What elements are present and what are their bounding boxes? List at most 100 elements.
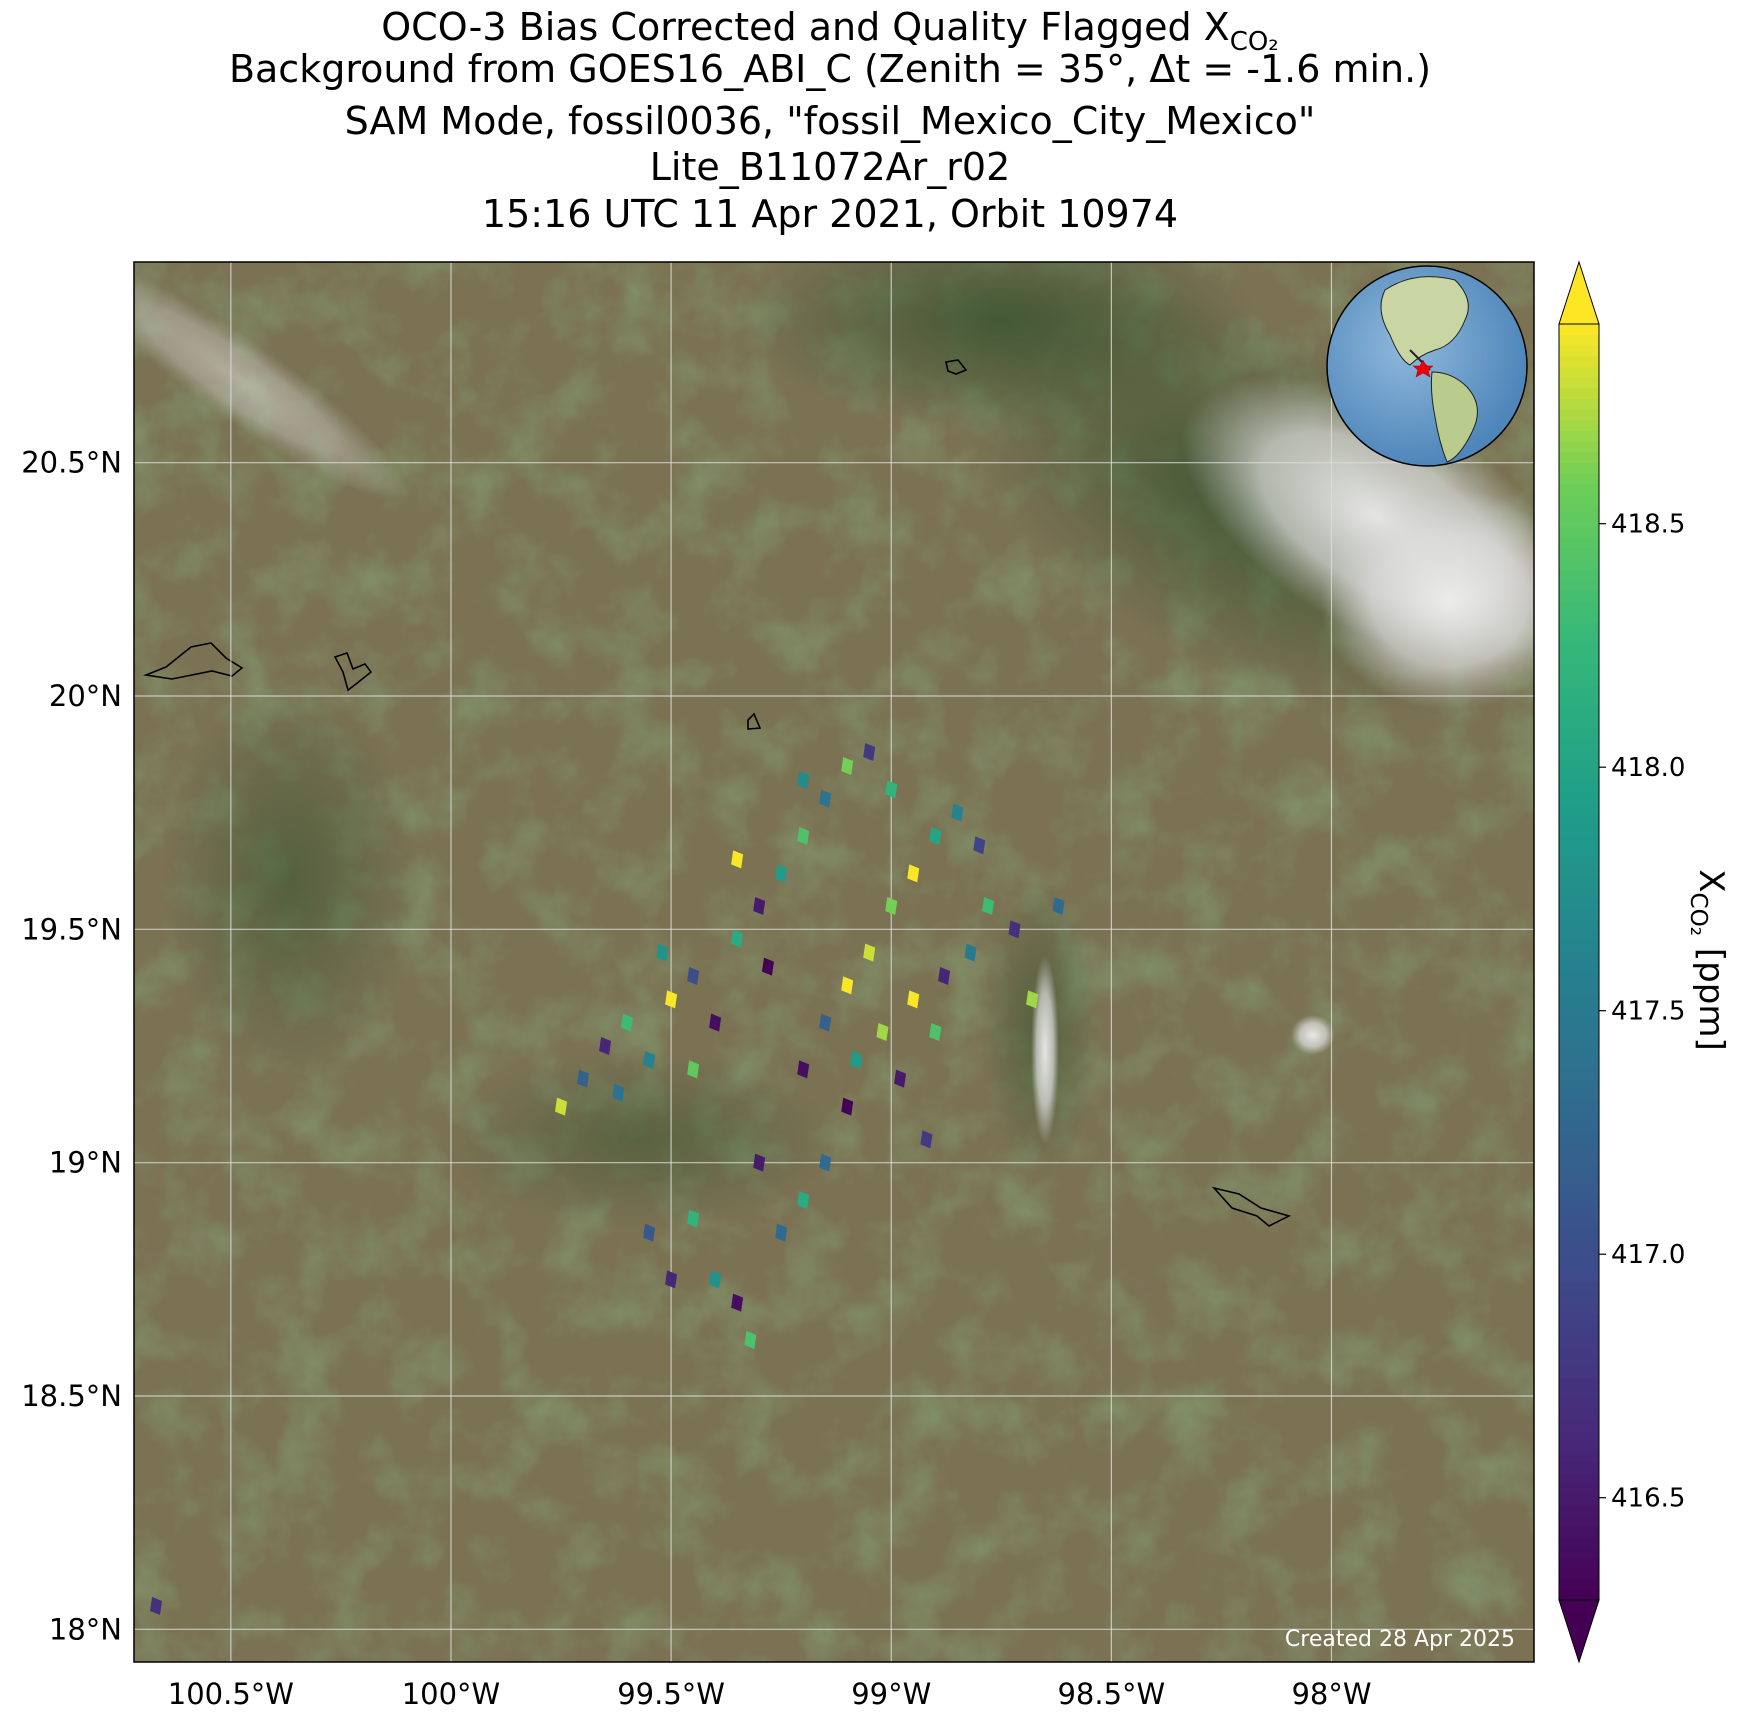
sounding <box>687 967 700 985</box>
sounding <box>709 1270 722 1289</box>
colorbar-swatch <box>1559 1504 1599 1516</box>
sounding <box>643 1051 656 1069</box>
sounding <box>841 1097 854 1116</box>
sounding <box>599 1037 612 1055</box>
sounding <box>907 990 920 1009</box>
y-tick-label: 18°N <box>49 1612 122 1646</box>
sounding <box>687 1060 700 1079</box>
colorbar-swatch <box>1559 887 1599 899</box>
sounding <box>1008 920 1021 939</box>
colorbar-swatch <box>1559 1366 1599 1378</box>
sounding <box>665 1270 678 1289</box>
subtitle: SAM Mode, fossil0036, "fossil_Mexico_Cit… <box>345 99 1316 143</box>
colorbar-swatch <box>1559 876 1599 889</box>
colorbar-swatch <box>1559 1259 1599 1271</box>
colorbar-swatch <box>1559 366 1599 378</box>
colorbar-swatch <box>1559 728 1599 740</box>
sounding <box>577 1069 590 1088</box>
subtitle: Background from GOES16_ABI_C (Zenith = 3… <box>229 47 1431 91</box>
colorbar-swatch <box>1559 1344 1599 1357</box>
colorbar-swatch <box>1559 579 1599 591</box>
colorbar-swatch <box>1559 653 1599 665</box>
sounding <box>982 897 995 915</box>
colorbar-swatch <box>1559 1483 1599 1495</box>
colorbar-swatch <box>1559 1206 1599 1218</box>
colorbar-swatch <box>1559 1238 1599 1250</box>
sounding <box>876 1023 889 1041</box>
colorbar-swatch <box>1559 1036 1599 1048</box>
sounding <box>894 1069 907 1088</box>
colorbar-swatch <box>1559 355 1599 368</box>
colorbar-swatch <box>1559 866 1599 878</box>
colorbar-swatch <box>1559 1164 1599 1176</box>
colorbar-swatch <box>1559 494 1599 506</box>
colorbar-swatch <box>1559 1153 1599 1165</box>
gridlines <box>134 262 1534 1662</box>
colorbar-swatch <box>1559 568 1599 580</box>
colorbar-tick-label: 416.5 <box>1611 1484 1685 1514</box>
sounding <box>819 1153 832 1172</box>
colorbar-swatch <box>1559 1249 1599 1261</box>
colorbar-swatch <box>1559 1121 1599 1133</box>
sounding <box>775 1223 788 1242</box>
colorbar-frame <box>1558 323 1600 1601</box>
sounding <box>885 780 898 799</box>
y-tick-label: 19.5°N <box>21 912 122 946</box>
colorbar-swatch <box>1559 526 1599 538</box>
colorbar-swatch <box>1559 1185 1599 1197</box>
x-tick-label: 98.5°W <box>1057 1677 1165 1711</box>
y-tick-label: 20°N <box>49 679 122 713</box>
colorbar-swatch <box>1559 419 1599 431</box>
colorbar-swatch <box>1559 919 1599 931</box>
sounding <box>731 1293 744 1312</box>
colorbar-swatch <box>1559 1174 1599 1186</box>
x-tick-label: 100.5°W <box>168 1677 294 1711</box>
colorbar-swatch <box>1559 1408 1599 1420</box>
sounding <box>938 967 951 985</box>
colorbar-swatch <box>1559 738 1599 750</box>
colorbar-swatch <box>1559 1323 1599 1335</box>
colorbar-swatch <box>1559 1525 1599 1537</box>
y-tick-label: 19°N <box>49 1146 122 1180</box>
colorbar-swatch <box>1559 600 1599 612</box>
colorbar-swatch <box>1559 759 1599 772</box>
colorbar-swatch <box>1559 1493 1599 1505</box>
colorbar-swatch <box>1559 440 1599 453</box>
axes: 100.5°W 100°W 99.5°W 99°W 98.5°W 98°W 20.5°N 20… <box>21 446 1371 1711</box>
colorbar-swatch <box>1559 387 1599 400</box>
sounding <box>643 1223 656 1242</box>
subtitle: 15:16 UTC 11 Apr 2021, Orbit 10974 <box>482 192 1178 236</box>
sounding <box>819 789 832 808</box>
sounding <box>1026 990 1039 1009</box>
colorbar-swatch <box>1559 749 1599 761</box>
colorbar-swatch <box>1559 993 1599 1006</box>
sounding <box>753 1153 766 1172</box>
x-tick-label: 99.5°W <box>617 1677 725 1711</box>
sounding <box>863 743 876 761</box>
colorbar-swatch <box>1559 1004 1599 1016</box>
colorbar-swatch <box>1559 1387 1599 1399</box>
sounding <box>973 836 986 855</box>
colorbar-swatch <box>1559 983 1599 995</box>
sounding <box>665 990 678 1009</box>
colorbar-swatch <box>1559 1334 1599 1346</box>
subtitle: Lite_B11072Ar_r02 <box>650 145 1011 189</box>
colorbar-swatch <box>1559 1514 1599 1527</box>
sounding <box>797 1191 810 1209</box>
colorbar-swatch <box>1559 674 1599 687</box>
y-tick-label: 20.5°N <box>21 446 122 480</box>
colorbar-swatch <box>1559 696 1599 708</box>
colorbar-swatch <box>1559 462 1599 474</box>
colorbar-swatch <box>1559 1557 1599 1569</box>
colorbar-swatch <box>1559 962 1599 974</box>
colorbar-swatch <box>1559 1057 1599 1069</box>
colorbar-swatch <box>1559 1397 1599 1410</box>
colorbar-swatch <box>1559 898 1599 910</box>
sounding <box>687 1209 700 1228</box>
colorbar-swatch <box>1559 1589 1599 1601</box>
colorbar-swatch <box>1559 1472 1599 1484</box>
colorbar-swatch <box>1559 515 1599 527</box>
colorbar-swatch <box>1559 377 1599 389</box>
colorbar-swatch <box>1559 536 1599 548</box>
